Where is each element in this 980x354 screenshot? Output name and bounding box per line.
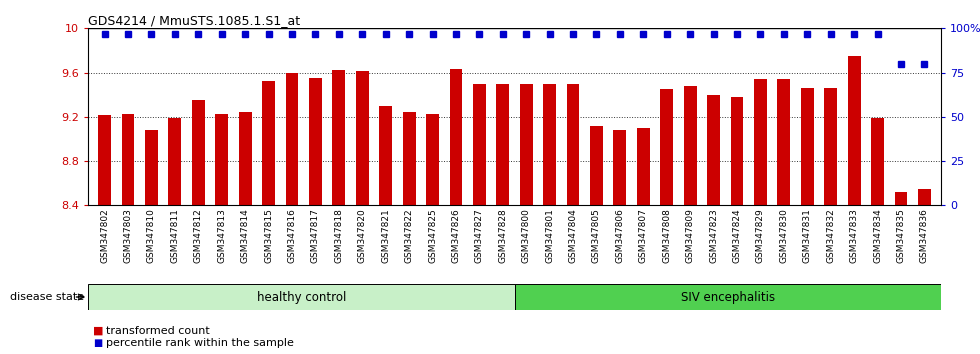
Text: SIV encephalitis: SIV encephalitis [680,291,775,303]
Text: ■: ■ [93,326,104,336]
Bar [403,113,416,205]
Bar [519,84,533,205]
Text: ■: ■ [93,338,102,348]
Text: GDS4214 / MmuSTS.1085.1.S1_at: GDS4214 / MmuSTS.1085.1.S1_at [88,14,300,27]
Bar [285,73,299,205]
Bar [590,126,603,205]
Text: healthy control: healthy control [257,291,346,303]
Bar [895,192,907,205]
Bar [309,78,321,205]
Bar [754,79,767,205]
Bar [684,86,697,205]
Bar [730,97,744,205]
Bar [426,114,439,205]
Bar [848,56,860,205]
Bar [356,72,368,205]
Bar [192,100,205,205]
Bar [871,118,884,205]
Text: percentile rank within the sample: percentile rank within the sample [106,338,294,348]
Bar [332,70,345,205]
Bar [473,84,486,205]
Bar [88,284,515,310]
Bar [379,106,392,205]
Bar [98,115,111,205]
Bar [661,89,673,205]
Bar [801,88,813,205]
Bar [777,79,790,205]
Bar [918,189,931,205]
Bar [613,130,626,205]
Bar [543,84,556,205]
Text: disease state: disease state [10,292,84,302]
Bar [216,114,228,205]
Bar [824,88,837,205]
Bar [566,84,579,205]
Bar [122,114,134,205]
Bar [450,69,463,205]
Bar [169,118,181,205]
Bar [637,128,650,205]
Bar [262,81,275,205]
Bar [514,284,941,310]
Bar [496,84,510,205]
Text: transformed count: transformed count [106,326,210,336]
Bar [708,95,720,205]
Bar [239,113,252,205]
Bar [145,130,158,205]
